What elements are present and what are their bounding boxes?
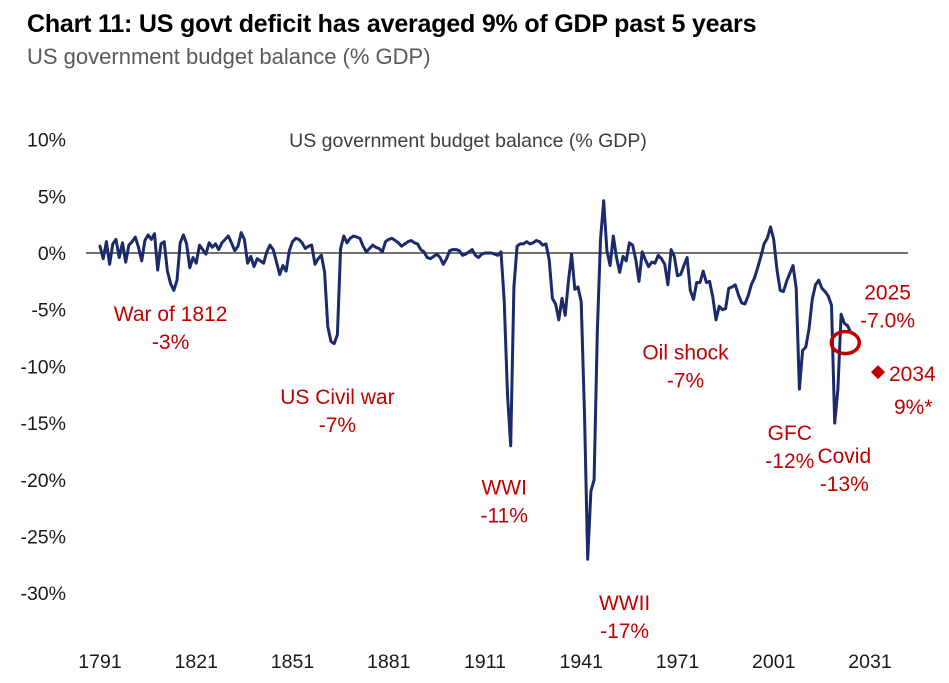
annotation-covid-line: Covid xyxy=(817,445,871,468)
chart-main-title: Chart 11: US govt deficit has averaged 9… xyxy=(27,10,757,38)
y-tick-label: -20% xyxy=(20,470,66,492)
annotation-gfc: GFC -12% xyxy=(765,422,814,473)
y-tick-label: 10% xyxy=(27,130,66,152)
annotation-gfc-line: -12% xyxy=(765,450,814,473)
chart-subtitle: US government budget balance (% GDP) xyxy=(27,43,431,69)
annotation-latest-2025-line: -7.0% xyxy=(860,310,915,333)
annotation-wwi-line: -11% xyxy=(480,505,527,528)
annotation-wwii-line: -17% xyxy=(600,620,649,643)
x-tick-label: 1971 xyxy=(656,651,699,673)
y-axis-tick-labels: 10% 5% 0% -5% -10% -15% -20% -25% -30% xyxy=(20,130,66,606)
annotation-war-of-1812-line: -3% xyxy=(152,331,189,354)
y-tick-label: -15% xyxy=(20,413,66,435)
annotation-wwi: WWI -11% xyxy=(480,477,527,528)
y-tick-label: 0% xyxy=(38,243,66,265)
annotation-gfc-line: GFC xyxy=(768,422,812,445)
x-tick-label: 1851 xyxy=(271,651,314,673)
annotation-latest-2025-line: 2025 xyxy=(864,282,911,305)
x-tick-label: 1911 xyxy=(464,651,506,673)
y-tick-label: 5% xyxy=(38,186,66,208)
x-tick-label: 1941 xyxy=(560,651,603,673)
annotation-oil-shock: Oil shock -7% xyxy=(642,342,729,393)
annotation-oil-shock-line: -7% xyxy=(667,370,704,393)
annotation-oil-shock-line: Oil shock xyxy=(642,342,729,365)
x-axis-tick-labels: 1791 1821 1851 1881 1911 1941 1971 2001 2031 xyxy=(78,651,891,673)
budget-balance-line xyxy=(98,199,853,561)
annotation-latest-2025: 2025 -7.0% xyxy=(860,282,915,333)
annotation-wwi-line: WWI xyxy=(481,477,526,500)
x-tick-label: 2031 xyxy=(848,651,891,673)
y-tick-label: -10% xyxy=(20,356,66,378)
annotation-wwii-line: WWII xyxy=(599,592,650,615)
x-tick-label: 1821 xyxy=(175,651,218,673)
annotation-covid: Covid -13% xyxy=(817,445,871,496)
forecast-2034-group: 2034 9%* xyxy=(871,363,936,419)
x-tick-label: 2001 xyxy=(752,651,795,673)
forecast-diamond-icon xyxy=(871,365,886,380)
plot-title: US government budget balance (% GDP) xyxy=(289,130,647,152)
forecast-label-line: 9%* xyxy=(894,396,933,419)
chart-header: Chart 11: US govt deficit has averaged 9… xyxy=(27,10,933,69)
x-tick-label: 1881 xyxy=(367,651,410,673)
highlight-circle-latest xyxy=(829,329,862,356)
x-tick-label: 1791 xyxy=(78,651,121,673)
forecast-label-line: 2034 xyxy=(889,363,936,386)
annotation-wwii: WWII -17% xyxy=(599,592,650,643)
annotation-us-civil-war: US Civil war -7% xyxy=(280,386,394,437)
y-tick-label: -25% xyxy=(20,527,66,549)
y-tick-label: -5% xyxy=(31,300,66,322)
annotation-covid-line: -13% xyxy=(820,473,869,496)
annotation-us-civil-war-line: US Civil war xyxy=(280,386,394,409)
y-tick-label: -30% xyxy=(20,583,66,605)
annotation-war-of-1812-line: War of 1812 xyxy=(114,303,228,326)
annotation-us-civil-war-line: -7% xyxy=(319,414,356,437)
annotation-war-of-1812: War of 1812 -3% xyxy=(114,303,228,354)
